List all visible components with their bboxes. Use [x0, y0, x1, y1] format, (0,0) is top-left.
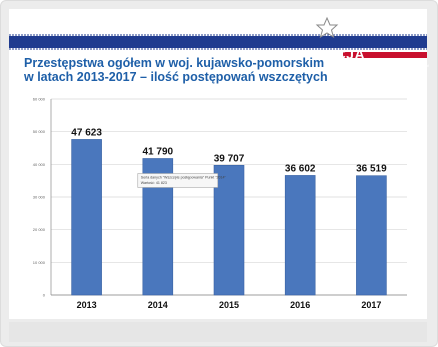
- y-tick-label: 50 000: [33, 129, 46, 134]
- data-label-2016: 36 602: [285, 163, 316, 174]
- y-tick-label: 0: [43, 293, 46, 298]
- bar-chart: 0 10 000 20 000 30 000 40 000 50 000 60 000 47 …: [33, 97, 407, 310]
- header-band: [9, 36, 427, 48]
- police-logo-subtext: www.kujawsko-pomorska.policja.gov.pl: [368, 64, 429, 68]
- header-red-strip: [343, 52, 427, 58]
- x-tick-label-2013: 2013: [77, 300, 97, 310]
- data-label-2015: 39 707: [214, 153, 245, 164]
- x-tick-label-2016: 2016: [290, 300, 310, 310]
- tooltip-box: [137, 173, 219, 188]
- police-logo-text: POLICJA: [300, 46, 366, 62]
- chart-title-line-2: w latach 2013-2017 – ilość postępowań ws…: [24, 70, 328, 84]
- data-label-2013: 47 623: [71, 127, 102, 138]
- y-tick-label: 20 000: [33, 227, 46, 232]
- bar-2016: [284, 175, 316, 296]
- tooltip-line: Wartość: 41 823: [141, 181, 167, 185]
- y-tick-label: 60 000: [33, 97, 46, 102]
- bar-2015: [213, 164, 245, 296]
- y-tick-label: 30 000: [33, 195, 46, 200]
- caption-bar: [9, 322, 427, 342]
- bar-2017: [356, 175, 387, 296]
- police-star-icon: [315, 16, 339, 39]
- x-tick-label-2014: 2014: [148, 300, 168, 310]
- x-tick-label-2017: 2017: [361, 300, 381, 310]
- y-tick-label: 40 000: [33, 162, 46, 167]
- tooltip-line: Seria danych "Wszczęte postępowania" Pun…: [141, 175, 227, 179]
- data-label-2014: 41 790: [143, 146, 174, 157]
- bar-2013: [71, 139, 102, 296]
- x-tick-label-2015: 2015: [219, 300, 239, 310]
- data-label-2017: 36 519: [356, 164, 387, 175]
- slide: POLICJA www.kujawsko-pomorska.policja.go…: [9, 9, 429, 319]
- chart-title-line-1: Przestępstwa ogółem w woj. kujawsko-pomo…: [24, 56, 325, 70]
- y-tick-label: 10 000: [33, 260, 46, 265]
- header-graphic: [9, 16, 427, 58]
